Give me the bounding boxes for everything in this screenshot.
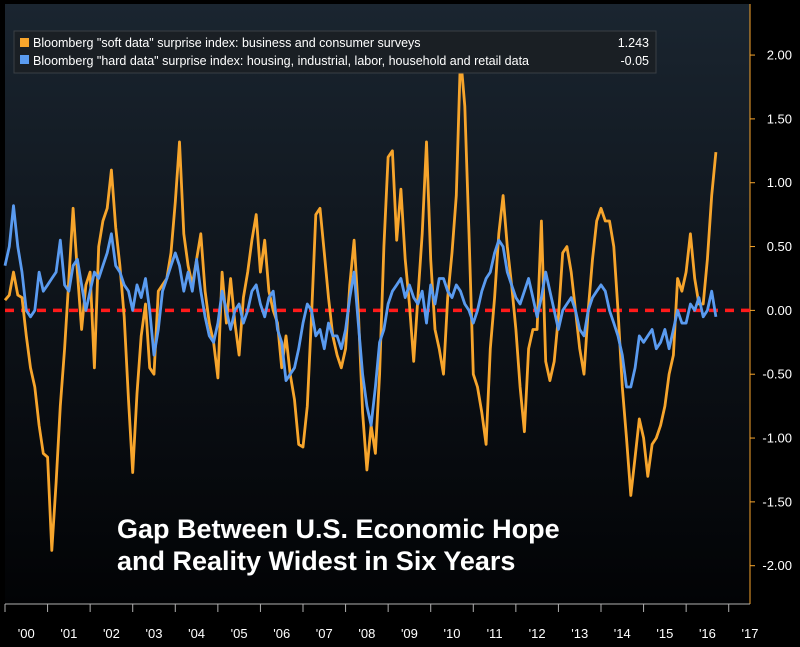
- x-axis-ticks: '00 '01 '02 '03 '04 '05 '06 '07 '08 '09 '10 '11 '12 '…: [4, 604, 759, 641]
- legend-label-soft-data: Bloomberg "soft data" surprise index: bu…: [33, 36, 421, 50]
- y-tick-label: 1.50: [767, 111, 792, 126]
- title-line-1: Gap Between U.S. Economic Hope: [117, 514, 560, 544]
- legend-swatch-hard-data: [20, 55, 29, 64]
- legend: Bloomberg "soft data" surprise index: bu…: [13, 30, 657, 74]
- y-tick-label: -1.00: [762, 431, 792, 446]
- x-tick-label: '06: [273, 626, 290, 641]
- x-tick-label: '09: [401, 626, 418, 641]
- x-tick-label: '17: [742, 626, 759, 641]
- x-tick-label: '02: [103, 626, 120, 641]
- y-tick-label: 0.00: [767, 303, 792, 318]
- x-tick-label: '15: [656, 626, 673, 641]
- chart-title: Gap Between U.S. Economic Hope and Reali…: [117, 514, 560, 576]
- x-tick-label: '01: [60, 626, 77, 641]
- legend-label-hard-data: Bloomberg "hard data" surprise index: ho…: [33, 54, 529, 68]
- title-line-2: and Reality Widest in Six Years: [117, 546, 515, 576]
- y-tick-label: -2.00: [762, 558, 792, 573]
- y-tick-label: -0.50: [762, 367, 792, 382]
- x-tick-label: '13: [571, 626, 588, 641]
- series-lines: [3, 53, 718, 552]
- legend-swatch-soft-data: [20, 38, 29, 47]
- x-tick-label: '08: [358, 626, 375, 641]
- x-tick-label: '16: [699, 626, 716, 641]
- legend-value-hard-data: -0.05: [621, 54, 650, 68]
- y-tick-label: 0.50: [767, 239, 792, 254]
- y-axis-ticks: 2.00 1.50 1.00 0.50 0.00 -0.50 -1.00 -1.50 -2.00: [750, 48, 792, 573]
- x-tick-label: '11: [487, 626, 503, 641]
- x-tick-label: '05: [231, 626, 248, 641]
- y-tick-label: -1.50: [762, 494, 792, 509]
- x-tick-label: '04: [188, 626, 205, 641]
- plot-area: [5, 4, 750, 604]
- y-tick-label: 1.00: [767, 175, 792, 190]
- legend-value-soft-data: 1.243: [618, 36, 649, 50]
- x-tick-label: '03: [146, 626, 163, 641]
- y-tick-label: 2.00: [767, 48, 792, 63]
- series-line-hard-data: [3, 204, 718, 427]
- x-tick-label: '00: [18, 626, 35, 641]
- x-tick-label: '10: [444, 626, 461, 641]
- x-tick-label: '07: [316, 626, 333, 641]
- x-tick-label: '14: [614, 626, 631, 641]
- legend-box: [13, 30, 657, 74]
- x-tick-label: '12: [529, 626, 546, 641]
